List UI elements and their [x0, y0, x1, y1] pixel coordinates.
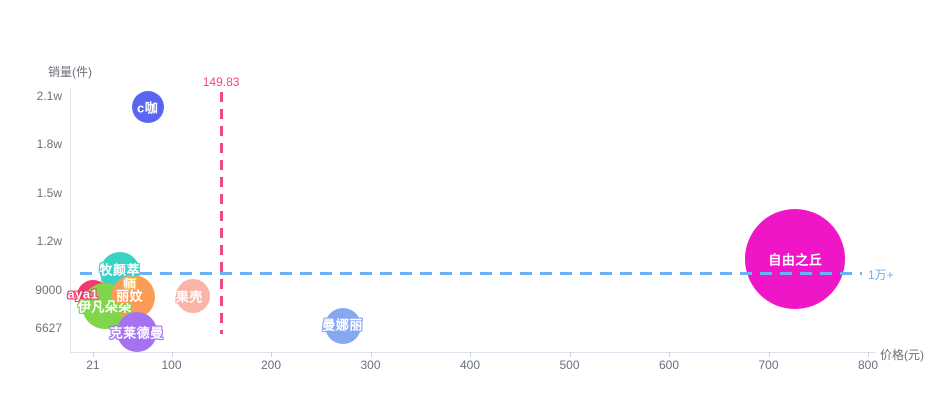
x-tick-mark	[92, 352, 94, 357]
y-tick-label: 1.8w	[36, 137, 62, 152]
bubble-label: 克莱德曼	[109, 325, 164, 341]
bubble[interactable]	[176, 279, 211, 314]
x-tick-mark	[569, 352, 571, 357]
x-tick-label: 200	[260, 358, 282, 372]
x-tick-label: 500	[559, 358, 580, 372]
bubble[interactable]	[745, 209, 846, 310]
y-tick-label: 1.2w	[36, 234, 62, 249]
bubble-label: 丽妏	[116, 288, 144, 304]
bubble-label: c咖	[136, 100, 159, 116]
bubble[interactable]	[324, 307, 361, 344]
x-tick-label: 300	[360, 358, 381, 372]
x-tick-mark	[669, 352, 670, 357]
x-tick-mark	[868, 352, 869, 357]
bubble-label: aya1	[67, 286, 99, 302]
bubble[interactable]	[110, 275, 155, 320]
y-tick-label: 1.5w	[36, 185, 62, 200]
y-tick-label: 2.1w	[36, 88, 62, 103]
markline-horizontal-label: 1万+	[868, 267, 894, 282]
x-tick-label: 700	[758, 358, 779, 372]
bubble-label: 牧颜萃	[99, 262, 141, 278]
x-tick-mark	[271, 352, 272, 357]
x-tick-label: 800	[857, 358, 879, 372]
y-axis-line	[70, 88, 71, 352]
x-tick-label: 600	[658, 358, 680, 372]
x-tick-mark	[768, 352, 770, 357]
x-axis-line	[70, 352, 876, 353]
y-tick-label: 9000	[35, 283, 62, 297]
x-tick-mark	[470, 352, 471, 357]
y-axis-title: 销量(件)	[48, 65, 92, 79]
x-axis-title: 价格(元)	[880, 348, 924, 362]
bubble[interactable]	[131, 91, 164, 124]
x-tick-mark	[171, 352, 173, 357]
markline-vertical-label: 149.83	[202, 75, 240, 89]
bubble-label: 伊凡朵朵	[77, 299, 132, 315]
x-tick-label: 21	[86, 358, 100, 372]
x-tick-mark	[370, 352, 372, 357]
bubble-label: 师	[123, 277, 137, 293]
y-tick-label: 6627	[35, 321, 62, 336]
bubble-label: 自由之丘	[768, 252, 823, 268]
bubble-label: 果壳	[175, 289, 203, 305]
markline-vertical-dashed	[219, 92, 223, 334]
markline-horizontal-dashed	[80, 272, 862, 276]
bubble-label: 曼娜丽	[322, 317, 363, 333]
bubble[interactable]	[116, 312, 157, 353]
x-tick-label: 100	[161, 358, 182, 372]
x-tick-label: 400	[459, 358, 481, 372]
